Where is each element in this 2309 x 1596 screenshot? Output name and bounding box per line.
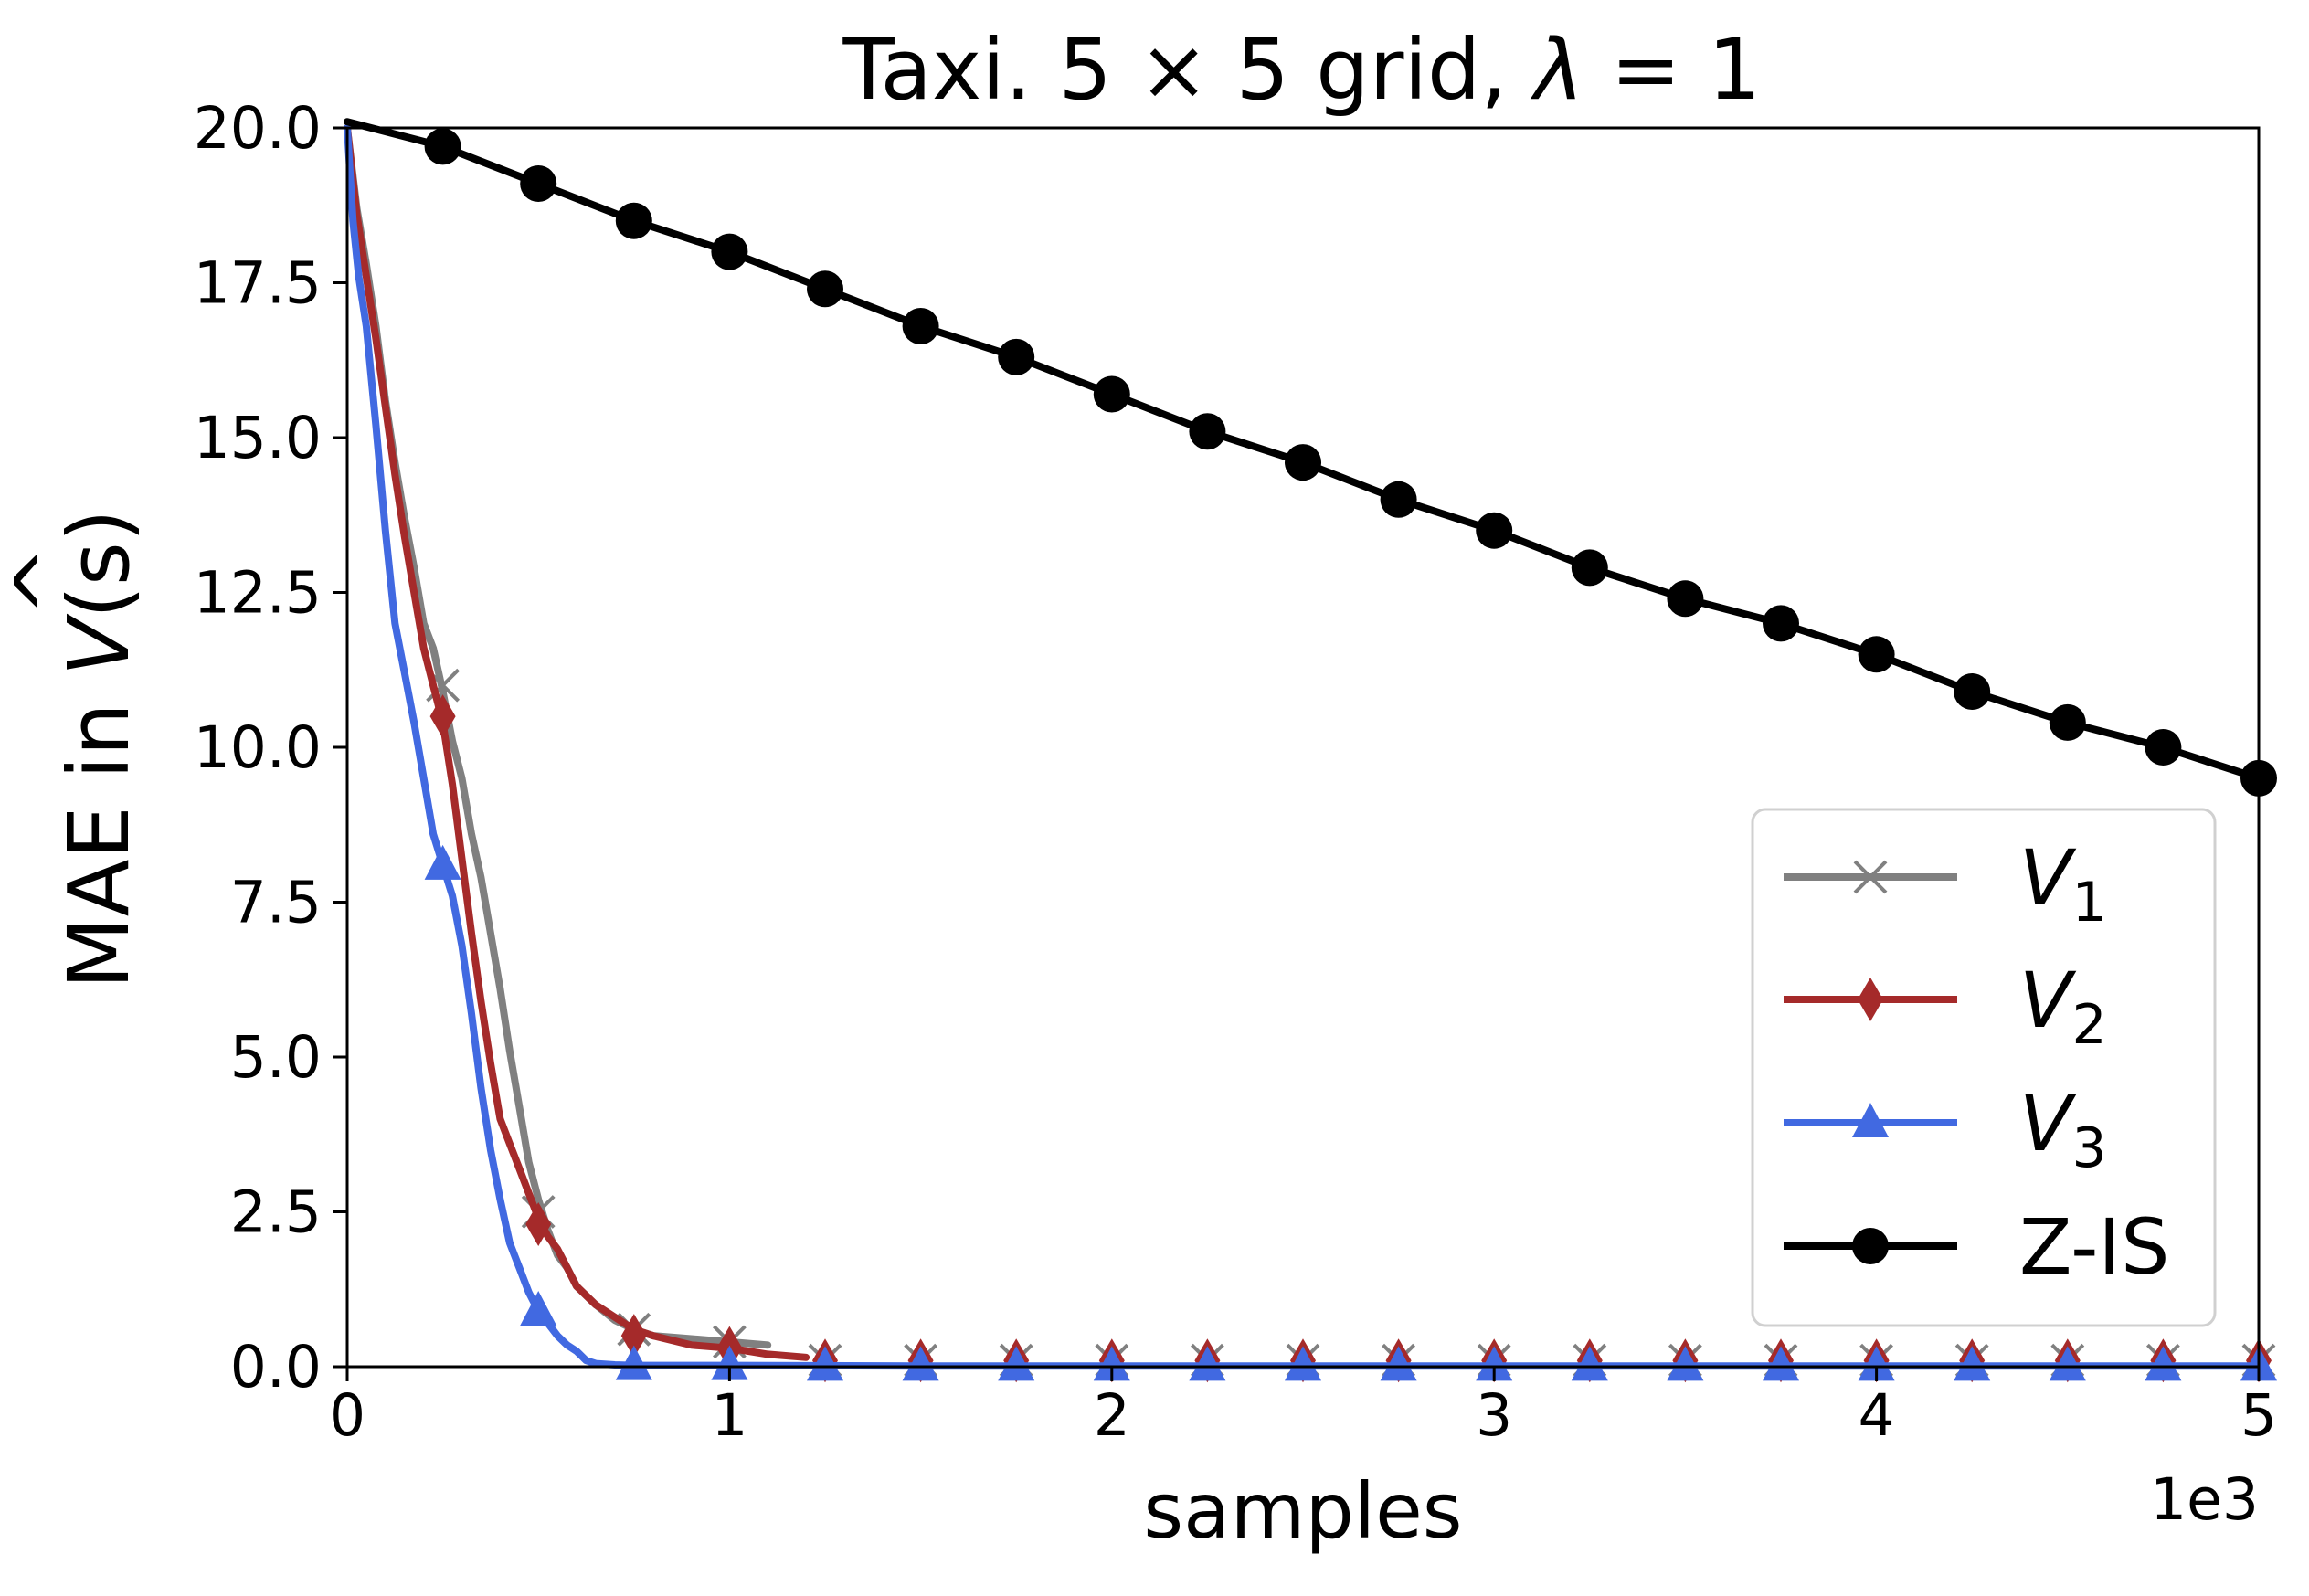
data-point-z-is xyxy=(998,338,1035,375)
y-tick-label: 17.5 xyxy=(194,250,322,317)
data-point-v3 xyxy=(1667,1346,1704,1381)
x-axis-label: samples xyxy=(1143,1466,1462,1556)
legend-label-v2: V2 xyxy=(2019,956,2107,1057)
axes-frame xyxy=(345,126,2261,1369)
chart-title: Taxi. 5 × 5 grid, λ = 1 xyxy=(842,21,1762,119)
data-point-z-is xyxy=(2049,703,2086,741)
x-tick-label: 1 xyxy=(711,1382,747,1449)
data-point-v3 xyxy=(2049,1346,2086,1381)
data-point-z-is xyxy=(1285,444,1321,481)
ylabel-hat: ^ xyxy=(0,545,95,616)
legend-marker-v1 xyxy=(1853,860,1888,894)
data-point-v3 xyxy=(1189,1346,1226,1381)
data-point-z-is xyxy=(902,307,939,344)
legend-item-v2: V2 xyxy=(1784,956,2107,1057)
title-prefix: Taxi. 5 × 5 grid, xyxy=(842,21,1534,119)
data-point-v3 xyxy=(1476,1346,1513,1381)
data-point-z-is xyxy=(424,128,461,165)
data-point-v2 xyxy=(525,1202,552,1247)
data-point-v3 xyxy=(1858,1346,1895,1381)
x-axis-exponent: 1e3 xyxy=(2150,1466,2259,1533)
legend-item-v1: V1 xyxy=(1784,833,2107,935)
ylabel-symbol: V xyxy=(50,613,148,676)
x-tick-label: 4 xyxy=(1859,1382,1895,1449)
series-line-v1 xyxy=(344,124,772,1349)
data-point-z-is xyxy=(1667,580,1704,618)
legend-marker-v3 xyxy=(1852,1103,1889,1137)
series-z-is xyxy=(344,118,2277,797)
data-point-v3 xyxy=(615,1345,652,1380)
legend-label-v1: V1 xyxy=(2019,833,2107,935)
x-tick-label: 0 xyxy=(329,1382,365,1449)
plot-area xyxy=(344,118,2277,1383)
ylabel-suffix: (s) xyxy=(50,509,148,618)
y-tick-label: 20.0 xyxy=(194,95,322,162)
legend-label-name: V xyxy=(2019,956,2077,1045)
legend-label-name: V xyxy=(2019,1079,2077,1168)
data-point-z-is xyxy=(2145,729,2182,766)
data-point-v3 xyxy=(424,844,461,880)
data-point-v2 xyxy=(429,694,456,739)
data-point-v3 xyxy=(1285,1346,1321,1381)
y-tick-label: 15.0 xyxy=(194,405,322,471)
data-point-z-is xyxy=(1954,672,1991,710)
data-point-v3 xyxy=(1954,1346,1991,1381)
data-point-v3 xyxy=(711,1345,748,1380)
data-point-v3 xyxy=(1380,1346,1417,1381)
legend-label-z-is: Z-IS xyxy=(2019,1202,2169,1292)
svg-text:MAE in V(s): MAE in V(s) xyxy=(50,509,148,988)
data-point-z-is xyxy=(615,202,652,239)
legend-marker-z-is xyxy=(1852,1228,1889,1264)
legend-label-subscript: 1 xyxy=(2071,871,2106,935)
y-tick-label: 10.0 xyxy=(194,714,322,781)
legend-label-subscript: 2 xyxy=(2071,993,2106,1057)
y-axis-label: MAE in V(s) ^ xyxy=(0,509,148,988)
y-tick-label: 7.5 xyxy=(230,870,322,936)
y-tick-label: 2.5 xyxy=(230,1179,322,1246)
data-point-z-is xyxy=(711,233,748,270)
data-point-v3 xyxy=(1093,1346,1130,1381)
data-point-z-is xyxy=(1380,481,1417,518)
x-tick-label: 5 xyxy=(2240,1382,2277,1449)
legend-label-name: V xyxy=(2019,833,2077,923)
data-point-z-is xyxy=(1571,549,1608,587)
data-point-v3 xyxy=(998,1346,1035,1381)
axis-ticks: 0 1 2 3 4 5 0.0 2.5 5.0 7.5 10.0 12.5 15.0 17.5 20.0 xyxy=(194,95,2277,1449)
title-suffix: = 1 xyxy=(1583,21,1761,119)
legend-label-v3: V3 xyxy=(2019,1079,2107,1180)
x-tick-label: 2 xyxy=(1094,1382,1130,1449)
data-point-v3 xyxy=(902,1346,939,1381)
data-point-v3 xyxy=(520,1290,557,1326)
legend-item-v3: V3 xyxy=(1784,1079,2107,1180)
legend-marker-v2 xyxy=(1858,978,1883,1021)
data-point-v3 xyxy=(1571,1346,1608,1381)
data-point-v3 xyxy=(2145,1346,2182,1381)
legend-marker-v1-b xyxy=(1853,860,1888,894)
y-tick-label: 5.0 xyxy=(230,1024,322,1091)
data-point-z-is xyxy=(1476,512,1513,549)
y-tick-label: 12.5 xyxy=(194,560,322,627)
data-point-z-is xyxy=(520,165,557,203)
data-point-z-is xyxy=(1189,413,1226,450)
ylabel-prefix: MAE in xyxy=(50,676,148,989)
legend-item-z-is: Z-IS xyxy=(1784,1202,2169,1292)
data-point-v3 xyxy=(1763,1346,1799,1381)
legend-label-name: Z-IS xyxy=(2019,1202,2169,1292)
x-tick-label: 3 xyxy=(1476,1382,1512,1449)
data-point-v3 xyxy=(807,1346,843,1381)
data-point-z-is xyxy=(1093,375,1130,413)
data-point-z-is xyxy=(807,270,843,308)
legend-label-subscript: 3 xyxy=(2071,1116,2106,1180)
y-tick-label: 0.0 xyxy=(230,1334,322,1400)
legend-box xyxy=(1751,808,2217,1327)
data-point-z-is xyxy=(1858,636,1895,673)
data-point-v2 xyxy=(620,1314,647,1358)
data-point-z-is xyxy=(1763,605,1799,642)
title-symbol: λ xyxy=(1530,21,1583,119)
